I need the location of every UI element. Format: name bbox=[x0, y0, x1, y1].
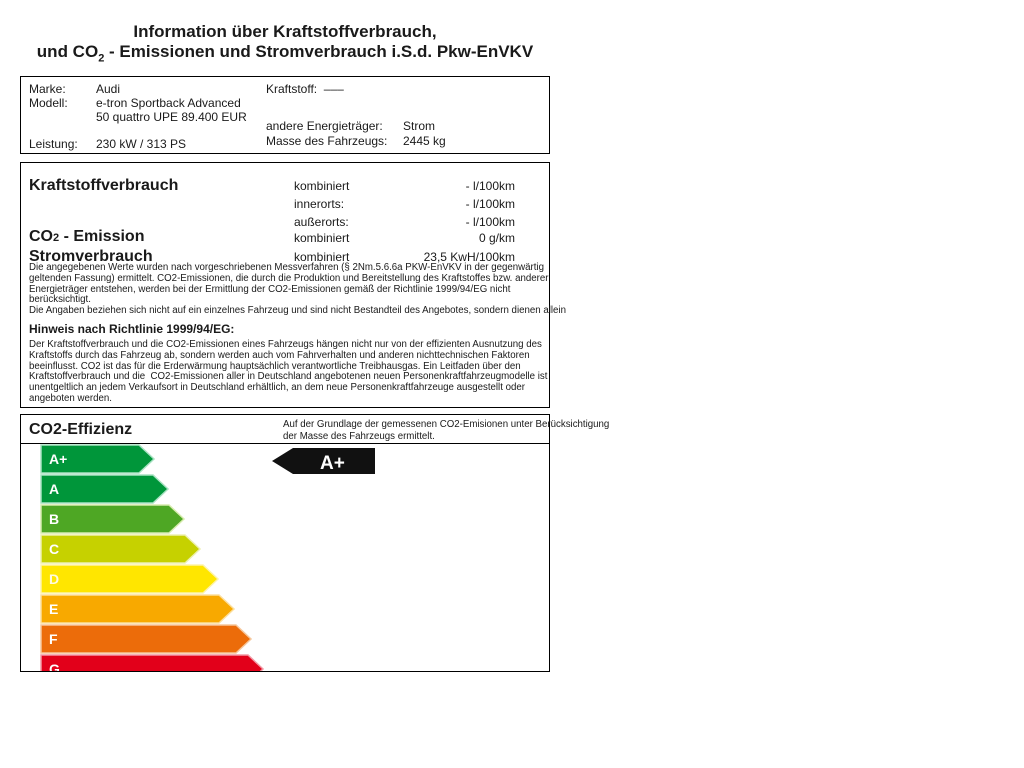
svg-text:A+: A+ bbox=[320, 453, 345, 474]
svg-text:E: E bbox=[49, 601, 58, 617]
svg-text:A+: A+ bbox=[49, 451, 67, 467]
svg-text:C: C bbox=[49, 541, 59, 557]
svg-text:D: D bbox=[49, 571, 59, 587]
svg-text:B: B bbox=[49, 511, 59, 527]
svg-text:G: G bbox=[49, 661, 60, 671]
svg-text:F: F bbox=[49, 631, 58, 647]
svg-text:A: A bbox=[49, 481, 59, 497]
